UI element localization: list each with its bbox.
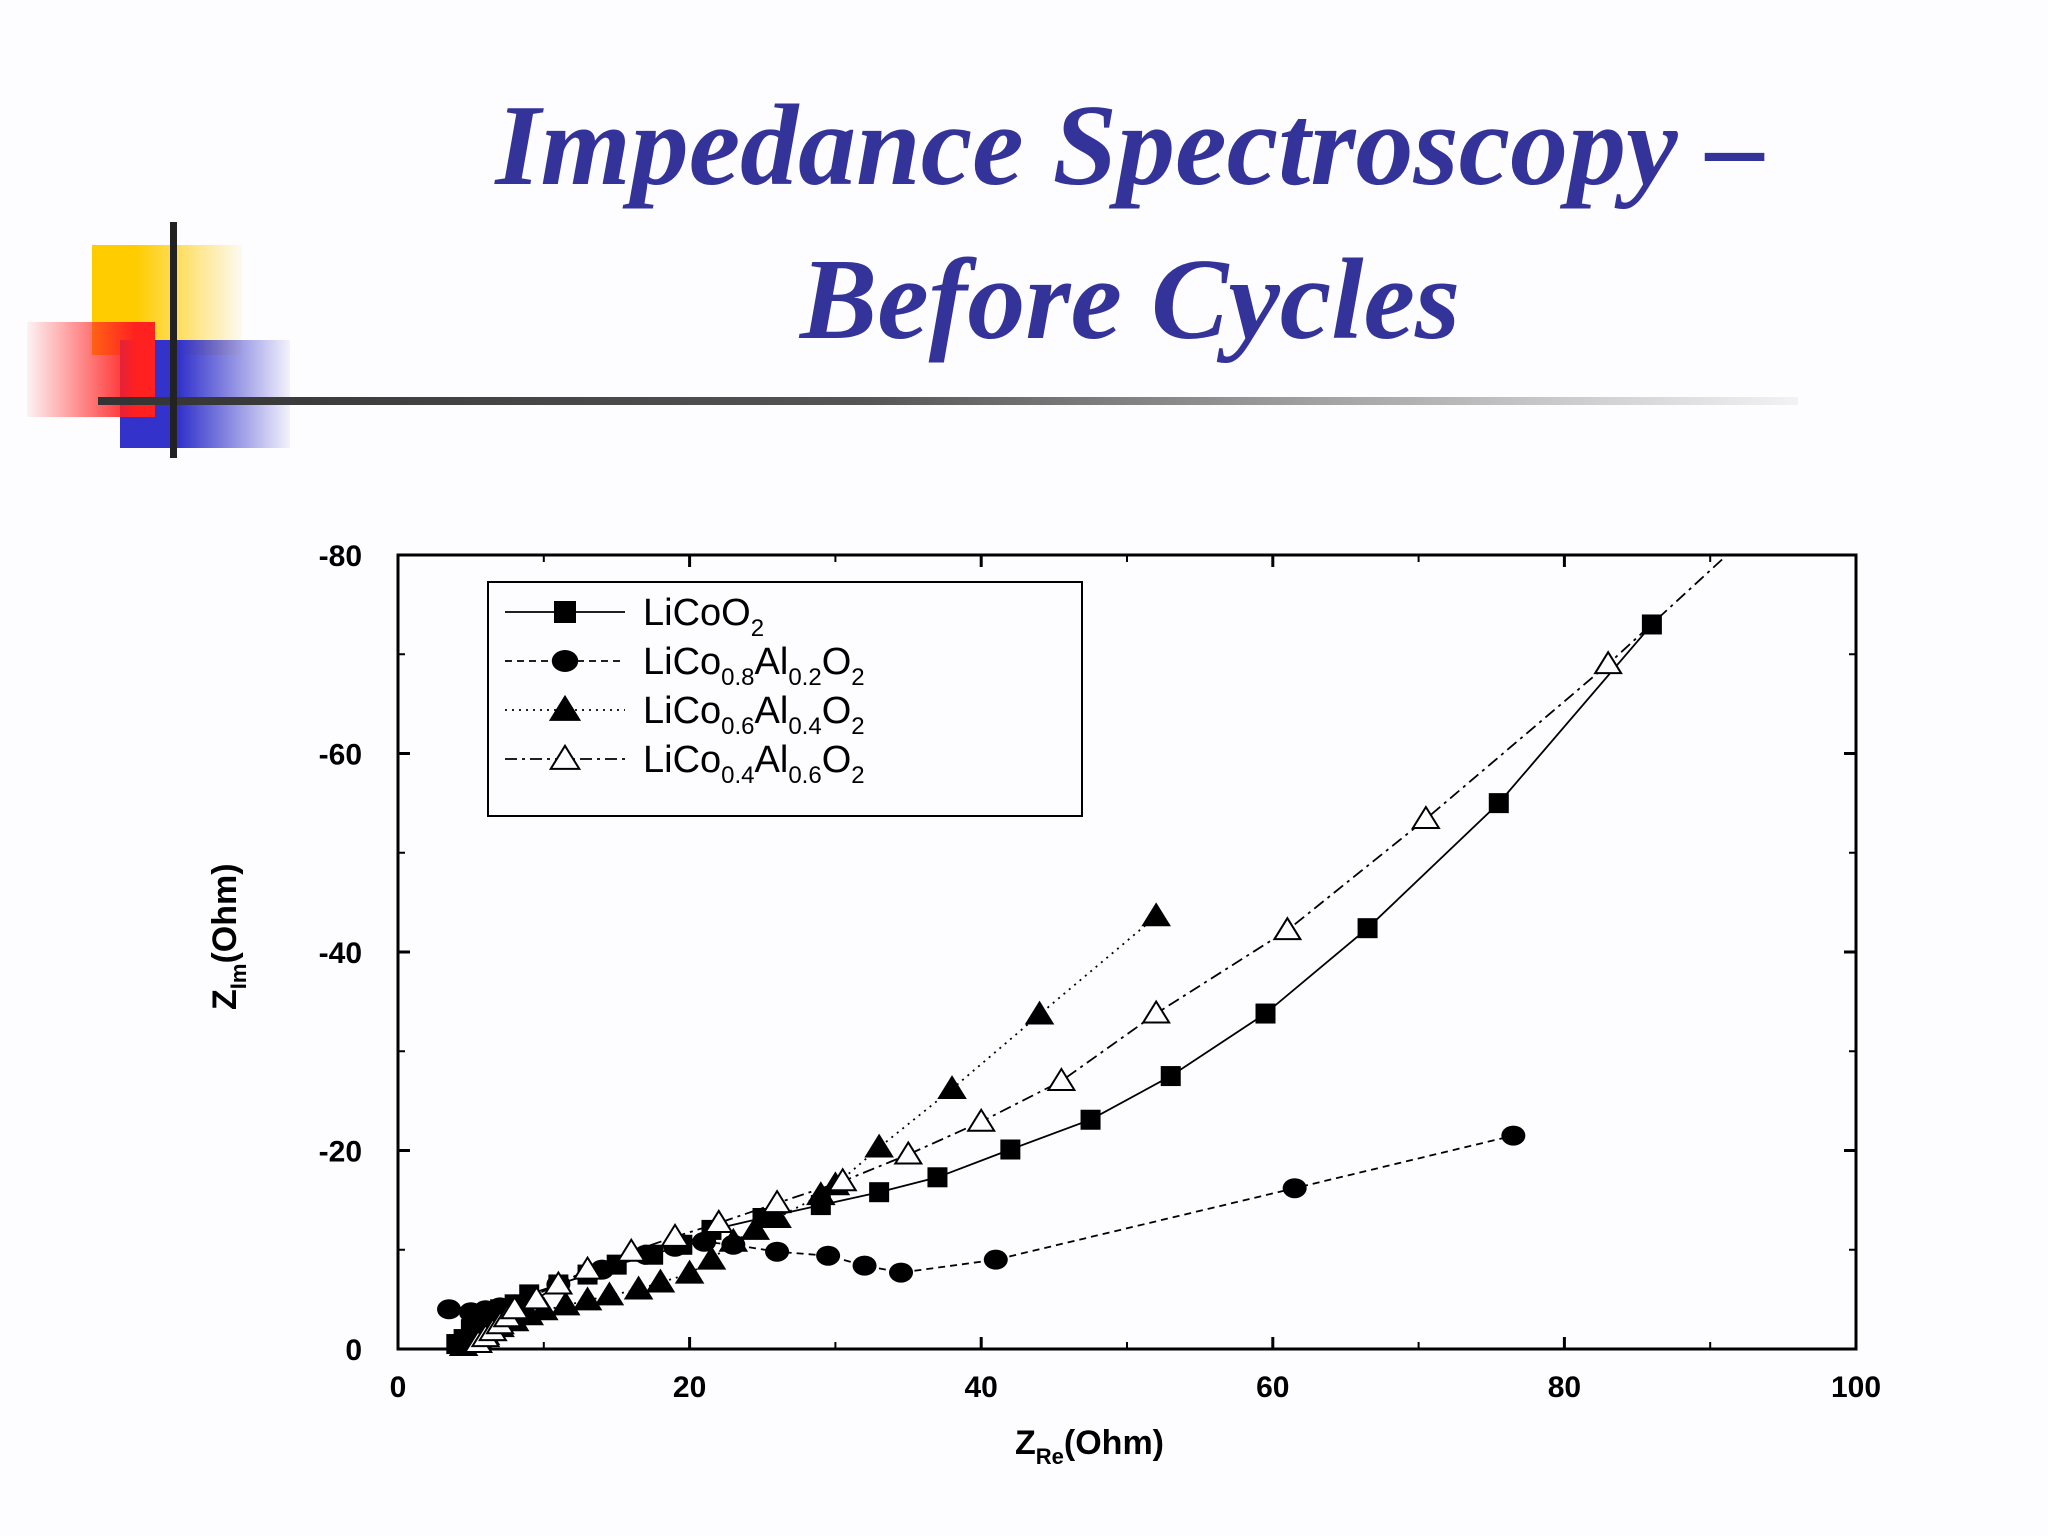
legend-label-0: LiCoO2 [643, 592, 764, 642]
data-point-series-3 [572, 1255, 603, 1280]
data-point-series-2 [674, 1259, 705, 1284]
data-point-series-1 [692, 1231, 717, 1252]
data-point-series-3 [1046, 1067, 1077, 1092]
x-tick-label: 100 [1831, 1371, 1881, 1404]
data-point-series-2 [645, 1268, 676, 1293]
data-point-series-2 [718, 1227, 749, 1252]
y-tick-label: -20 [319, 1136, 362, 1169]
x-axis-label: ZRe(Ohm) [1015, 1424, 1164, 1469]
x-tick-label: 60 [1256, 1371, 1289, 1404]
data-point-series-2 [572, 1286, 603, 1311]
axis-ticks: 0 20 40 60 80 100 0 -20 -40 -60 -80 [319, 540, 1881, 1404]
data-point-series-0 [1160, 1066, 1181, 1087]
data-point-series-1 [889, 1262, 914, 1283]
data-point-series-0 [1488, 793, 1509, 814]
legend-marker-3 [548, 743, 582, 770]
data-point-series-3 [616, 1237, 647, 1262]
data-point-series-1 [1501, 1125, 1526, 1146]
x-tick-label: 80 [1548, 1371, 1581, 1404]
y-axis-label: ZIm(Ohm) [206, 863, 251, 1010]
chart-legend: LiCoO2LiCo0.8Al0.2O2LiCo0.6Al0.4O2LiCo0.… [487, 581, 1083, 817]
data-point-series-1 [437, 1299, 462, 1320]
data-point-series-2 [1024, 1000, 1055, 1025]
data-point-series-3 [1272, 916, 1303, 941]
data-point-series-0 [1641, 614, 1662, 635]
data-point-series-3 [1411, 805, 1441, 830]
legend-marker-0 [554, 601, 576, 623]
data-point-series-2 [696, 1245, 727, 1270]
data-point-series-3 [521, 1285, 552, 1310]
data-point-series-3 [966, 1107, 996, 1132]
data-point-series-3 [762, 1189, 792, 1214]
data-point-series-1 [816, 1245, 841, 1266]
data-point-series-0 [927, 1167, 948, 1188]
data-point-series-2 [740, 1216, 771, 1240]
y-tick-label: -40 [319, 937, 362, 970]
y-tick-label: -80 [319, 540, 362, 573]
data-point-series-3 [893, 1140, 924, 1165]
legend-marker-2 [548, 694, 582, 721]
data-point-series-0 [1255, 1003, 1276, 1024]
data-point-series-1 [765, 1241, 790, 1262]
data-point-series-3 [660, 1222, 690, 1247]
legend-label-3: LiCo0.4Al0.6O2 [643, 739, 865, 789]
data-point-series-2 [623, 1275, 654, 1300]
legend-label-1: LiCo0.8Al0.2O2 [643, 641, 865, 691]
x-tick-label: 20 [673, 1371, 706, 1404]
y-tick-label: -60 [319, 739, 362, 772]
data-point-series-0 [1080, 1109, 1101, 1130]
x-tick-label: 40 [965, 1371, 998, 1404]
page-title-line-2: Before Cycles [799, 236, 1461, 364]
data-point-series-0 [1357, 918, 1378, 939]
data-point-series-0 [1000, 1139, 1021, 1160]
data-point-series-3 [1141, 999, 1171, 1024]
x-tick-label: 0 [390, 1371, 407, 1404]
data-point-series-2 [1141, 902, 1171, 927]
legend-marker-1 [551, 650, 579, 672]
data-point-series-1 [983, 1249, 1008, 1270]
data-point-series-2 [937, 1075, 967, 1099]
data-point-series-2 [762, 1204, 792, 1228]
legend-box [487, 581, 1083, 817]
data-point-series-3 [543, 1270, 574, 1295]
data-point-series-3 [827, 1167, 858, 1192]
decoration-vertical-line [170, 222, 177, 458]
data-point-series-2 [550, 1291, 581, 1316]
data-point-series-3 [703, 1209, 734, 1233]
decoration-horizontal-line [98, 397, 1798, 405]
data-point-series-2 [594, 1281, 625, 1306]
series-markers [437, 614, 1662, 1357]
page-title-line-1: Impedance Spectroscopy – [495, 82, 1765, 210]
data-point-series-3 [1593, 650, 1623, 675]
data-point-series-1 [852, 1255, 877, 1276]
legend-label-2: LiCo0.6Al0.4O2 [643, 690, 865, 740]
data-point-series-0 [869, 1182, 890, 1203]
data-point-series-3 [499, 1295, 530, 1320]
data-point-series-2 [864, 1133, 894, 1158]
data-point-series-1 [1282, 1178, 1307, 1199]
y-tick-label: 0 [345, 1334, 362, 1367]
